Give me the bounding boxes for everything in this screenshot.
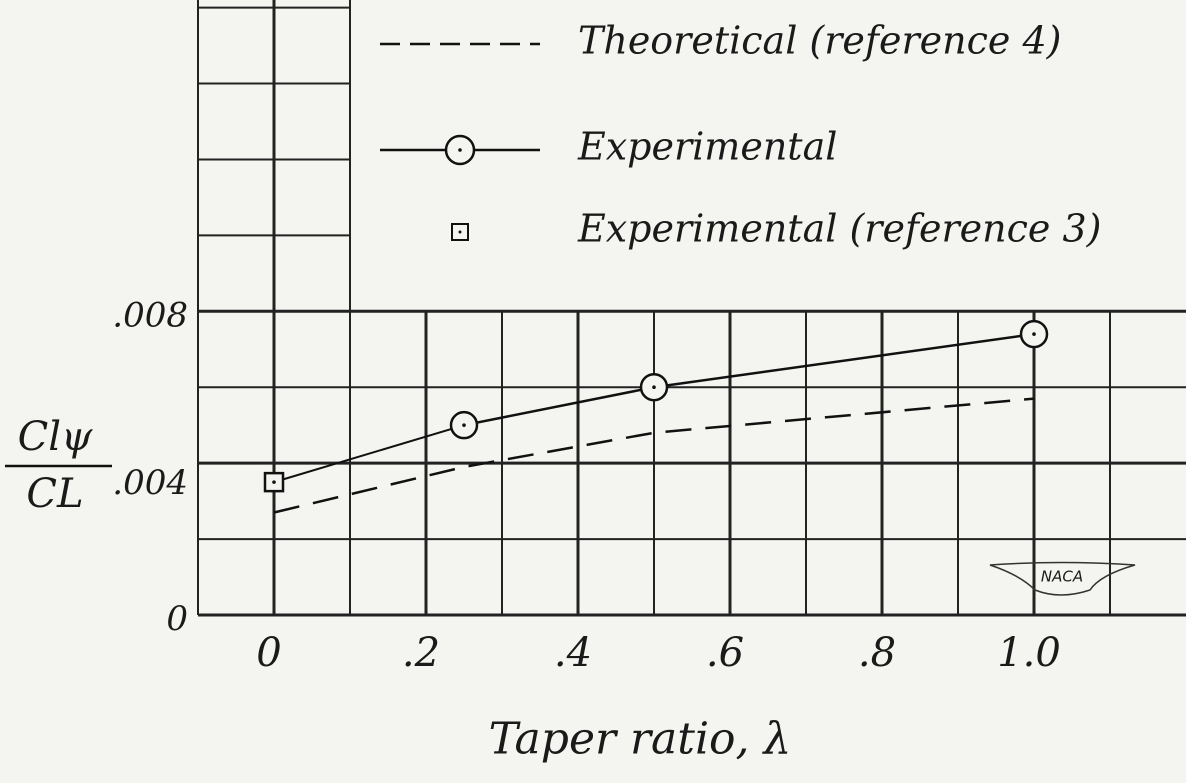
marker-dot [272,480,276,484]
y-tick-label: .004 [112,463,188,503]
marker-dot [462,423,466,427]
x-tick-label: .8 [858,630,896,676]
legend-entry: Experimental (reference 3) [451,207,1101,251]
x-tick-label: .6 [706,630,744,676]
x-tick-label: 1.0 [997,630,1061,676]
x-tick-label: .2 [402,630,440,676]
logo-text: NACA [1041,568,1083,586]
legend-entry: Experimental [380,125,837,169]
logo-wings [989,561,1136,596]
plot [263,319,1049,514]
y-tick-label: .008 [112,295,188,335]
grid [197,0,1186,617]
legend-entry: Theoretical (reference 4) [380,19,1061,63]
legend-label: Experimental (reference 3) [577,207,1101,251]
marker-dot [652,385,656,390]
legend-dot [458,230,462,234]
y-axis-label-denominator: CL [26,471,83,517]
y-tick-label: 0 [166,599,188,639]
marker-dot [1032,332,1036,336]
experimental-connector [273,424,465,484]
x-axis-label: Taper ratio, λ [489,714,792,765]
x-tick-label: .4 [554,630,592,676]
logo: NACA [989,561,1136,596]
y-axis-label-numerator: Clψ [18,414,93,460]
series-line [273,397,1035,514]
x-tick-label: 0 [256,630,281,676]
legend-label: Theoretical (reference 4) [578,19,1061,63]
legend-label: Experimental [577,125,837,169]
legend-dot [458,148,462,152]
